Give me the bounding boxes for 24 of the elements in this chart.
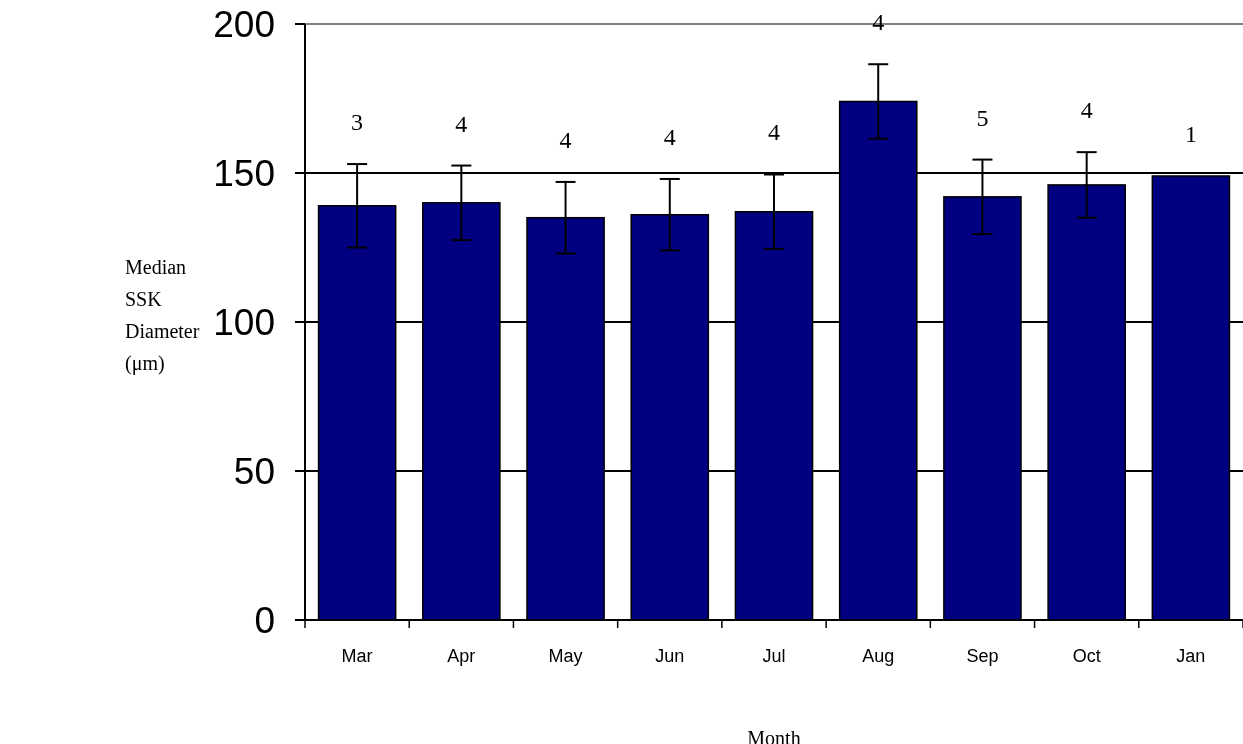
annotation: 4 xyxy=(663,123,676,150)
x-tick-label: Apr xyxy=(447,646,476,666)
x-tick-label: Oct xyxy=(1072,646,1101,666)
annotation: 1 xyxy=(1184,120,1197,147)
annotation: 4 xyxy=(768,119,780,146)
x-tick-label: Aug xyxy=(862,646,895,666)
x-tick-label: Mar xyxy=(341,646,373,666)
y-tick-label: 100 xyxy=(213,301,275,343)
annotation: 3 xyxy=(351,109,364,136)
annotation: 5 xyxy=(976,104,989,131)
x-tick-label: May xyxy=(548,646,583,666)
annotation: 4 xyxy=(455,110,468,137)
x-tick-label: Jan xyxy=(1176,646,1206,666)
y-tick-label: 150 xyxy=(213,152,275,194)
x-tick-label: Sep xyxy=(966,646,999,666)
annotation: 4 xyxy=(559,126,572,153)
annotation: 4 xyxy=(872,9,885,36)
y-tick-label: 0 xyxy=(254,599,275,641)
annotation: 4 xyxy=(1080,97,1093,124)
y-tick-label: 200 xyxy=(213,3,275,45)
y-axis-title: Median SSK Diameter (μm) xyxy=(125,256,200,375)
x-tick-label: Jun xyxy=(655,646,685,666)
y-tick-label: 50 xyxy=(233,450,275,492)
x-tick-label: Jul xyxy=(762,646,786,666)
